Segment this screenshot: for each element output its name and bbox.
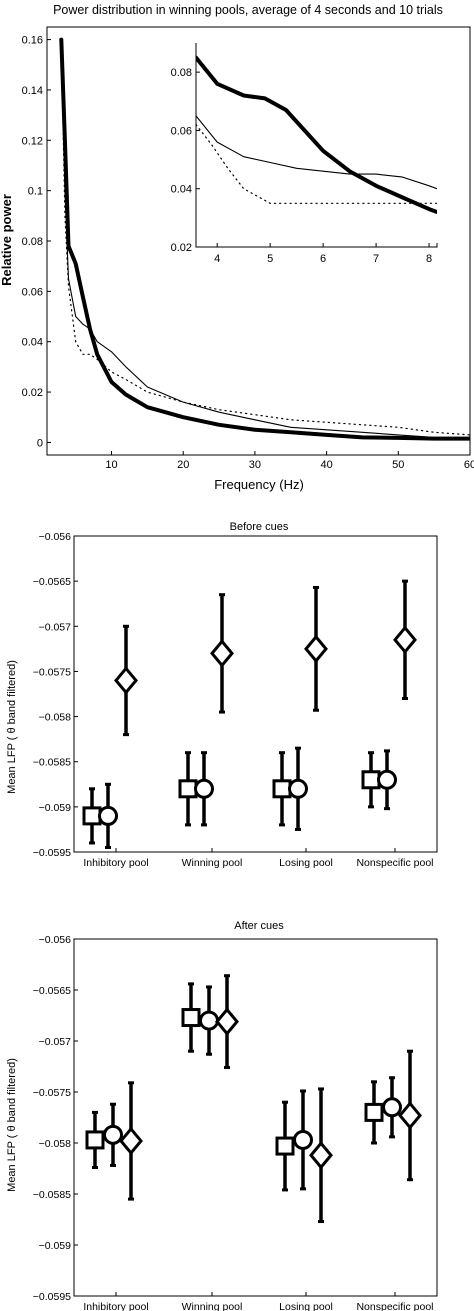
y-axis-label-lfp-after: Mean LFP ( θ band filtered) xyxy=(6,1058,18,1192)
after-y-tick-label: −0.056 xyxy=(39,934,72,946)
inset-y-tick-label: 0.02 xyxy=(171,242,192,254)
after-marker-square xyxy=(181,1008,201,1028)
inset-y-tick-label: 0.04 xyxy=(171,184,192,196)
after-marker-diamond xyxy=(309,1140,333,1170)
inset-x-tick-label: 7 xyxy=(373,253,379,265)
inset-axes xyxy=(195,43,438,248)
y-tick-label: 0.04 xyxy=(22,337,43,349)
chart-title-after: After cues xyxy=(234,920,284,932)
after-marker-square xyxy=(364,1102,384,1122)
x-tick-label: 50 xyxy=(392,459,404,471)
before-marker-diamond xyxy=(304,634,328,664)
y-tick-label: 0.06 xyxy=(22,286,43,298)
chart-title-before: Before cues xyxy=(230,521,289,533)
before-y-tick-label: −0.056 xyxy=(39,531,72,543)
after-marker-square xyxy=(275,1136,295,1156)
x-tick-label: 20 xyxy=(177,459,189,471)
power-series-thin xyxy=(60,39,470,438)
after-marker-circle xyxy=(293,1129,313,1150)
power-series-dotted xyxy=(60,38,470,436)
inset-x-tick-label: 8 xyxy=(426,253,432,265)
y-tick-label: 0.14 xyxy=(22,85,43,97)
y-tick-label: 0.1 xyxy=(28,186,43,198)
after-x-tick-label: Winning pool xyxy=(182,1301,243,1311)
after-marker-circle xyxy=(382,1097,402,1118)
after-y-tick-label: −0.0565 xyxy=(33,985,71,997)
before-y-tick-label: −0.0595 xyxy=(33,847,71,859)
before-marker-square xyxy=(178,779,198,799)
y-tick-label: 0.12 xyxy=(22,135,43,147)
inset-series-thin xyxy=(196,115,437,190)
before-marker-square xyxy=(82,806,102,826)
after-marker-diamond xyxy=(398,1101,422,1130)
after-marker-square xyxy=(85,1130,105,1150)
y-tick-label: 0.16 xyxy=(22,35,43,47)
after-marker-diamond xyxy=(119,1126,143,1156)
x-tick-label: 10 xyxy=(105,459,117,471)
before-y-tick-label: −0.059 xyxy=(39,802,72,814)
y-tick-label: 0 xyxy=(37,437,43,449)
x-tick-label: 60 xyxy=(464,459,474,471)
after-marker-diamond xyxy=(215,1007,239,1036)
y-tick-label: 0.08 xyxy=(22,236,43,248)
after-marker-circle xyxy=(103,1124,123,1145)
after-plot-frame xyxy=(73,938,438,1297)
chart-title-power: Power distribution in winning pools, ave… xyxy=(53,3,443,17)
before-y-tick-label: −0.057 xyxy=(39,621,72,633)
before-marker-diamond xyxy=(393,625,417,655)
inset-x-tick-label: 6 xyxy=(320,253,326,265)
after-y-tick-label: −0.058 xyxy=(39,1138,72,1150)
before-marker-circle xyxy=(98,805,118,826)
x-tick-label: 40 xyxy=(320,459,332,471)
power-series-thick xyxy=(59,37,470,441)
before-x-tick-label: Inhibitory pool xyxy=(83,857,148,869)
before-marker-square xyxy=(361,770,381,790)
before-x-tick-label: Losing pool xyxy=(279,857,333,869)
after-y-tick-label: −0.0575 xyxy=(33,1087,71,1099)
inset-series-thick xyxy=(196,55,437,214)
after-x-tick-label: Nonspecific pool xyxy=(356,1301,433,1311)
after-x-tick-label: Losing pool xyxy=(279,1301,333,1311)
before-plot-frame xyxy=(73,535,438,853)
before-marker-circle xyxy=(288,778,308,799)
before-marker-square xyxy=(272,779,292,799)
after-y-tick-label: −0.0595 xyxy=(33,1291,71,1303)
x-axis-label-frequency: Frequency (Hz) xyxy=(214,477,304,492)
before-marker-circle xyxy=(194,778,214,799)
after-x-tick-label: Inhibitory pool xyxy=(83,1301,148,1311)
before-y-tick-label: −0.0585 xyxy=(33,757,71,769)
x-tick-label: 30 xyxy=(249,459,261,471)
before-marker-circle xyxy=(377,769,397,790)
after-marker-circle xyxy=(199,1010,219,1031)
inset-x-tick-label: 4 xyxy=(214,253,220,265)
before-x-tick-label: Nonspecific pool xyxy=(356,857,433,869)
inset-x-tick-label: 5 xyxy=(267,253,273,265)
before-y-tick-label: −0.058 xyxy=(39,712,72,724)
before-y-tick-label: −0.0565 xyxy=(33,576,71,588)
after-y-tick-label: −0.0585 xyxy=(33,1189,71,1201)
after-y-tick-label: −0.059 xyxy=(39,1240,72,1252)
before-x-tick-label: Winning pool xyxy=(182,857,243,869)
after-y-tick-label: −0.057 xyxy=(39,1036,72,1048)
inset-y-tick-label: 0.06 xyxy=(171,125,192,137)
y-axis-label-lfp-before: Mean LFP ( θ band filtered) xyxy=(6,660,18,794)
inset-y-tick-label: 0.08 xyxy=(171,67,192,79)
y-axis-label-relative-power: Relative power xyxy=(0,194,14,286)
before-marker-diamond xyxy=(114,666,138,695)
before-y-tick-label: −0.0575 xyxy=(33,666,71,678)
before-marker-diamond xyxy=(210,639,234,668)
y-tick-label: 0.02 xyxy=(22,387,43,399)
